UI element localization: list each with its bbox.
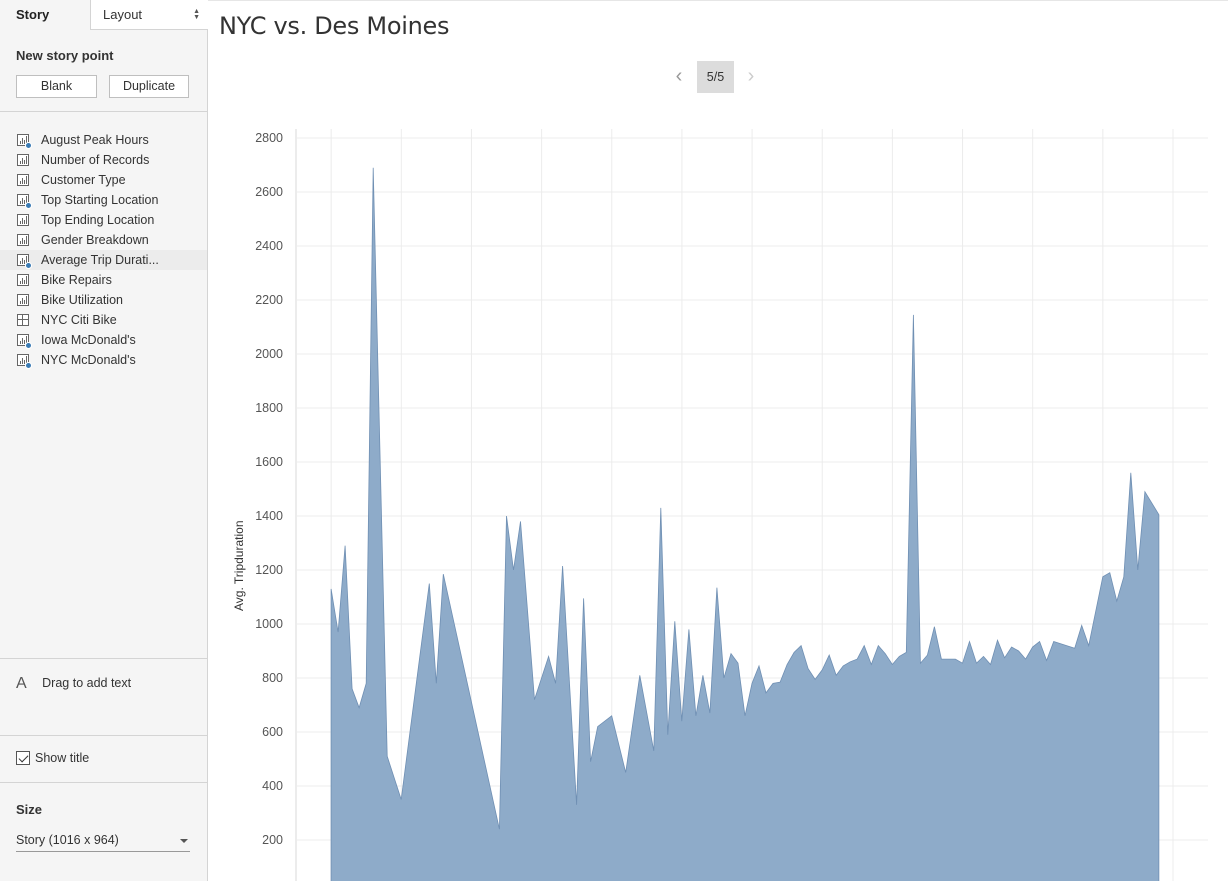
sheet-item-label: Number of Records [41, 153, 150, 167]
bar-chart-check-icon [17, 354, 32, 369]
new-story-point-heading: New story point [16, 48, 114, 63]
y-axis-label: Avg. Tripduration [232, 520, 246, 612]
size-dropdown[interactable]: Story (1016 x 964) [16, 830, 190, 852]
dashboard-grid-icon [17, 314, 29, 326]
previous-story-point-button[interactable]: ‹ [675, 65, 683, 87]
avg-trip-duration-chart: 200 400 600 800 1000 1200 1400 1600 1800 2000 2200… [208, 101, 1228, 881]
y-tick-label: 600 [262, 725, 283, 739]
sheet-item-label: Bike Utilization [41, 293, 123, 307]
sheet-item-label: NYC Citi Bike [41, 313, 117, 327]
y-tick-label: 2000 [255, 347, 283, 361]
tab-story[interactable]: Story [0, 0, 91, 30]
sheet-item[interactable]: Average Trip Durati... [0, 250, 207, 270]
bar-chart-icon [17, 234, 29, 246]
sheet-item[interactable]: Gender Breakdown [0, 230, 207, 250]
story-title[interactable]: NYC vs. Des Moines [219, 12, 450, 40]
sheet-item-label: Average Trip Durati... [41, 253, 159, 267]
sheet-item-label: Iowa McDonald's [41, 333, 136, 347]
sheet-item[interactable]: Customer Type [0, 170, 207, 190]
sheet-item[interactable]: Iowa McDonald's [0, 330, 207, 350]
sheet-item[interactable]: Bike Repairs [0, 270, 207, 290]
next-story-point-button[interactable]: › [747, 65, 755, 87]
blank-button[interactable]: Blank [16, 75, 97, 98]
y-tick-label: 1200 [255, 563, 283, 577]
sheet-item-label: Customer Type [41, 173, 126, 187]
bar-chart-check-icon [17, 134, 32, 149]
y-tick-label: 400 [262, 779, 283, 793]
bar-chart-icon [17, 174, 29, 186]
sheet-item[interactable]: Top Starting Location [0, 190, 207, 210]
bar-chart-icon [17, 214, 29, 226]
bar-chart-check-icon [17, 334, 32, 349]
checkbox-checked-icon [16, 751, 30, 765]
text-object-icon: A [16, 675, 27, 692]
y-tick-label: 2200 [255, 293, 283, 307]
sheet-item-label: Top Starting Location [41, 193, 159, 207]
sheet-item[interactable]: Top Ending Location [0, 210, 207, 230]
y-tick-label: 2600 [255, 185, 283, 199]
series-area [330, 167, 1160, 881]
updown-arrows-icon: ▲ ▼ [193, 8, 200, 21]
sheet-item[interactable]: Number of Records [0, 150, 207, 170]
y-tick-label: 800 [262, 671, 283, 685]
y-tick-label: 1800 [255, 401, 283, 415]
sheet-item-label: Top Ending Location [41, 213, 155, 227]
bar-chart-icon [17, 294, 29, 306]
bar-chart-check-icon [17, 194, 32, 209]
show-title-checkbox[interactable]: Show title [16, 751, 89, 765]
show-title-label: Show title [35, 751, 90, 765]
sheet-list: August Peak Hours Number of Records Custom… [0, 130, 207, 370]
y-tick-label: 2400 [255, 239, 283, 253]
tab-layout[interactable]: Layout ▲ ▼ [91, 0, 208, 30]
size-dropdown-value: Story (1016 x 964) [16, 833, 119, 847]
sheet-item-label: Bike Repairs [41, 273, 112, 287]
bar-chart-icon [17, 274, 29, 286]
size-heading: Size [16, 802, 43, 817]
y-tick-label: 1400 [255, 509, 283, 523]
tab-layout-label: Layout [103, 7, 143, 22]
divider [0, 658, 208, 659]
caret-down-icon [180, 839, 188, 843]
duplicate-button[interactable]: Duplicate [109, 75, 189, 98]
y-tick-label: 2800 [255, 131, 283, 145]
drag-to-add-text-label: Drag to add text [42, 676, 132, 690]
divider [0, 111, 208, 112]
sidebar-tabs: Story Layout ▲ ▼ [0, 0, 208, 30]
story-canvas: NYC vs. Des Moines ‹ 5/5 › 200 400 600 800 1… [208, 0, 1228, 881]
sheet-item-label: August Peak Hours [41, 133, 149, 147]
divider [0, 782, 208, 783]
sheet-item[interactable]: NYC Citi Bike [0, 310, 207, 330]
bar-chart-icon [17, 154, 29, 166]
divider [0, 735, 208, 736]
y-tick-label: 1000 [255, 617, 283, 631]
story-point-counter[interactable]: 5/5 [697, 61, 734, 93]
sheet-item[interactable]: Bike Utilization [0, 290, 207, 310]
sheet-item[interactable]: NYC McDonald's [0, 350, 207, 370]
y-tick-label: 1600 [255, 455, 283, 469]
bar-chart-check-icon [17, 254, 32, 269]
chart-svg: 200 400 600 800 1000 1200 1400 1600 1800 2000 2200… [255, 129, 1208, 881]
y-tick-label: 200 [262, 833, 283, 847]
sheet-item-label: Gender Breakdown [41, 233, 149, 247]
sheet-item-label: NYC McDonald's [41, 353, 136, 367]
story-sidebar: Story Layout ▲ ▼ New story point Blank Du… [0, 0, 208, 881]
sheet-item[interactable]: August Peak Hours [0, 130, 207, 150]
drag-to-add-text[interactable]: A Drag to add text [16, 675, 131, 693]
